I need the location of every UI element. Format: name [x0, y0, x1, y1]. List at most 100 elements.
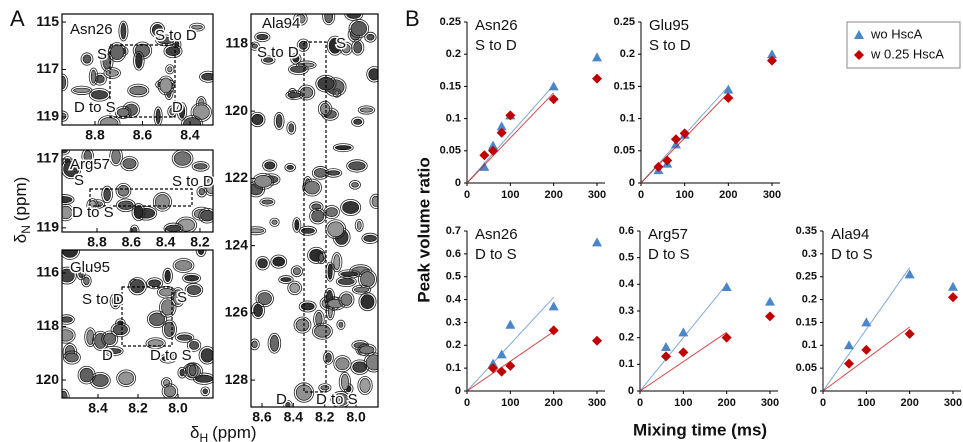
spectrum: [62, 14, 213, 125]
peak-blob: [304, 180, 320, 195]
peak-blob: [177, 334, 193, 341]
y-tick-label: 0.35: [796, 225, 817, 237]
peak-contour: [270, 254, 288, 269]
peak-contour: [203, 175, 213, 197]
peak-contour: [97, 115, 121, 125]
peak-blob: [120, 22, 127, 40]
y-tick-label: 0: [811, 385, 817, 397]
peak-blob: [103, 187, 111, 202]
peak-blob: [300, 227, 315, 234]
data-point: [548, 325, 559, 336]
x-tick-label: 100: [674, 397, 692, 409]
peak-blob: [320, 102, 331, 115]
peak-contour: [278, 275, 294, 284]
peak-blob: [360, 294, 375, 309]
x-tick-label: 200: [900, 397, 918, 409]
peak-blob: [359, 107, 373, 113]
peak-contour: [317, 100, 333, 117]
peak-contour: [293, 382, 315, 403]
peak-blob: [159, 287, 174, 297]
x-axis-symbol: δ: [190, 423, 199, 442]
peak-blob: [62, 196, 73, 204]
peak-blob: [275, 114, 283, 128]
y-axis-symbol: δ: [11, 234, 30, 243]
spectrum-title: Ala94: [262, 15, 300, 32]
peak-blob: [62, 329, 74, 342]
peak-blob: [348, 161, 366, 171]
peak-contour: [108, 42, 127, 63]
peak-label: D to S: [150, 347, 192, 364]
peak-contour: [131, 203, 146, 221]
peak-blob: [65, 352, 79, 363]
fit-line: [466, 92, 555, 184]
peak-blob: [130, 279, 145, 294]
peak-blob: [104, 348, 122, 355]
y-tick-label: 0.15: [440, 80, 461, 92]
peak-contour: [338, 269, 361, 279]
data-point: [670, 134, 681, 145]
peak-contour: [146, 277, 164, 290]
peak-contour: [335, 276, 357, 288]
peak-contour: [192, 372, 213, 385]
peak-blob: [352, 361, 368, 373]
peak-blob: [205, 177, 213, 194]
legend-marker: [854, 30, 864, 39]
peak-blob: [360, 271, 375, 288]
y-tick-label: 0.7: [446, 225, 461, 237]
peak-label: D to S: [72, 204, 114, 221]
peak-contour: [285, 90, 304, 101]
data-point: [505, 319, 516, 329]
peak-contour: [110, 322, 130, 338]
x-tick-label: 200: [719, 189, 737, 201]
legend-box: [846, 21, 961, 69]
peak-blob: [271, 219, 278, 225]
peak-label: S to D: [82, 291, 124, 308]
y-tick-label: 116: [36, 264, 59, 280]
y-tick-label: 0: [455, 385, 461, 397]
peak-blob: [163, 385, 177, 398]
peak-contour: [161, 383, 179, 398]
peak-contour: [62, 194, 75, 206]
peak-blob: [289, 282, 300, 293]
peak-contour: [62, 266, 77, 285]
peak-blob: [320, 385, 330, 391]
peak-contour: [62, 203, 75, 222]
peak-blob: [202, 388, 208, 395]
data-point: [496, 349, 507, 359]
x-tick-label: 8.2: [190, 234, 210, 250]
peak-blob: [318, 253, 325, 263]
peak-blob: [327, 221, 345, 238]
data-point: [548, 81, 559, 91]
peak-blob: [314, 324, 331, 338]
peak-blob: [333, 254, 341, 271]
peak-blob: [159, 77, 173, 94]
data-point: [548, 94, 559, 105]
peak-blob: [290, 65, 307, 73]
peak-contour: [177, 366, 187, 379]
data-point: [592, 237, 602, 247]
x-tick-label: 0: [637, 397, 643, 409]
data-point: [844, 358, 854, 369]
peak-contour: [269, 217, 280, 227]
peak-blob: [83, 276, 90, 286]
peak-contour: [312, 322, 333, 340]
peak-contour: [354, 218, 364, 232]
x-tick-label: 8.2: [128, 400, 148, 416]
data-point: [661, 351, 671, 362]
y-tick-label: 0: [455, 177, 461, 189]
peak-contour: [184, 283, 204, 298]
y-tick-label: 0.3: [619, 305, 634, 317]
y-tick-label: 0.1: [446, 113, 461, 125]
x-tick-label: 0: [464, 189, 470, 201]
y-tick-label: 0.4: [446, 293, 462, 305]
data-point: [767, 55, 777, 66]
peak-contour: [254, 31, 271, 43]
data-point: [653, 161, 664, 172]
peak-contour: [115, 198, 136, 213]
peak-blob: [251, 113, 264, 126]
y-tick-label: 0.25: [796, 271, 817, 283]
chart-title: Ala94: [831, 226, 869, 243]
fit-line: [466, 296, 555, 392]
